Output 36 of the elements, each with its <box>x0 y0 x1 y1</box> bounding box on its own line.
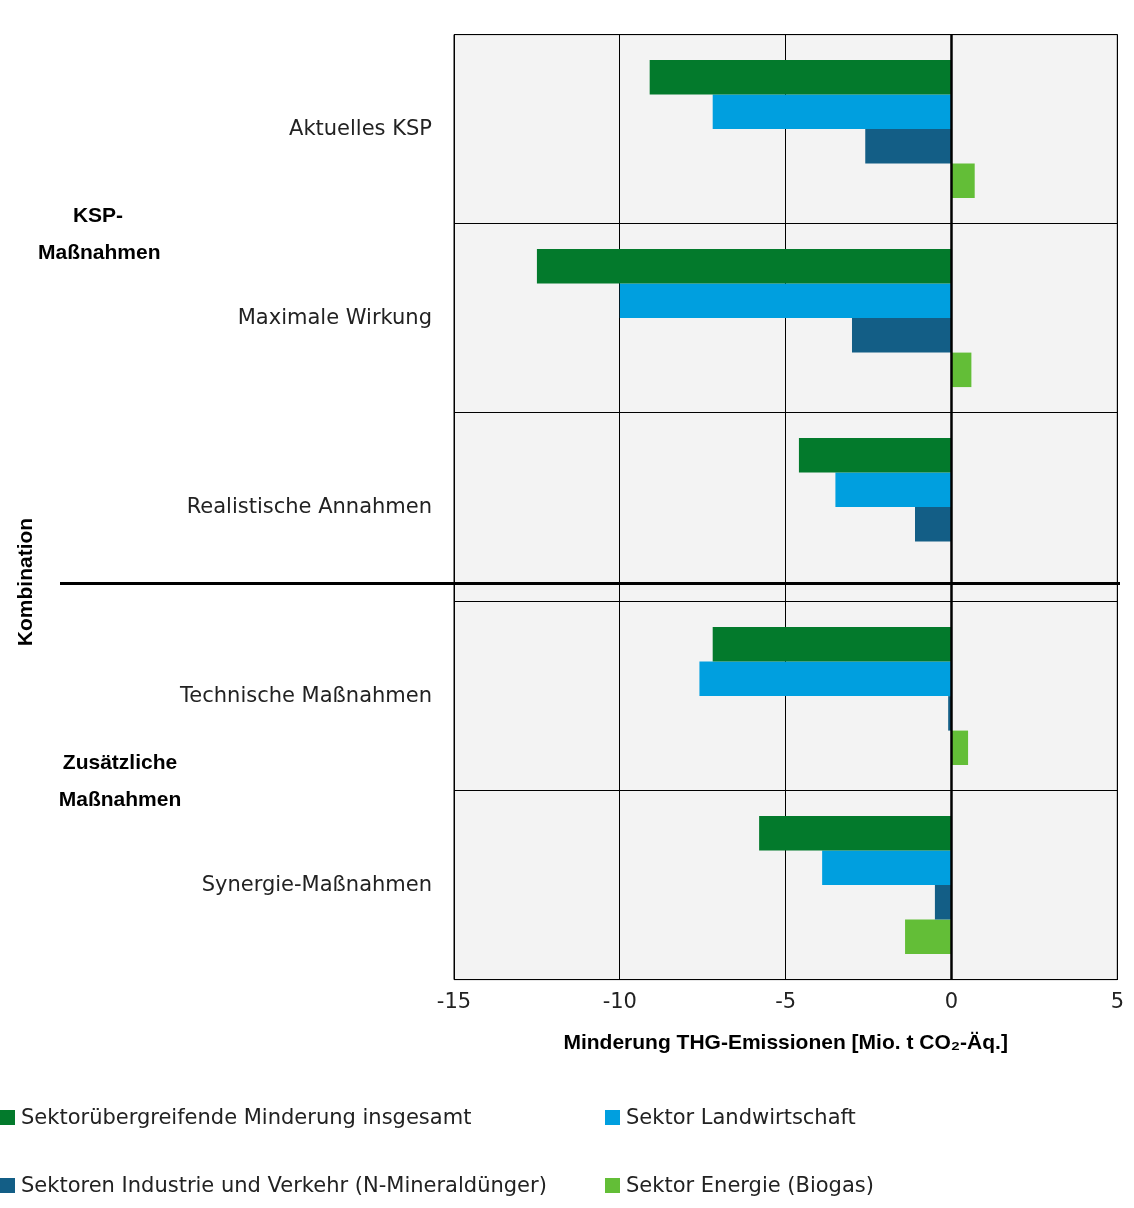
legend-label: Sektor Landwirtschaft <box>626 1105 856 1129</box>
x-tick-label: -5 <box>775 988 797 1013</box>
bar <box>798 438 951 473</box>
bar <box>649 60 951 95</box>
y-tick-label: Aktuelles KSP <box>289 115 432 140</box>
bar <box>951 352 972 388</box>
bar <box>851 318 951 353</box>
bar <box>712 94 951 130</box>
y-tick-label: Technische Maßnahmen <box>179 682 432 707</box>
bar <box>951 163 975 199</box>
x-axis-title: Minderung THG-Emissionen [Mio. t CO₂-Äq.] <box>563 1030 1008 1054</box>
bar <box>934 885 951 920</box>
text: Zusätzliche Maßnahmen <box>57 749 183 812</box>
x-tick-label: -10 <box>602 988 637 1013</box>
legend-label: Sektorübergreifende Minderung insgesamt <box>21 1105 472 1129</box>
bar <box>835 472 951 508</box>
bar <box>759 816 951 851</box>
y-tick-label: Realistische Annahmen <box>186 493 432 518</box>
x-tick-label: 5 <box>1110 988 1125 1013</box>
bar <box>699 661 951 697</box>
x-tick-label: 0 <box>944 988 959 1013</box>
bar <box>905 919 951 955</box>
x-tick-label: -15 <box>436 988 472 1013</box>
bar <box>712 627 951 662</box>
y-tick-label: Synergie-Maßnahmen <box>201 871 432 896</box>
bar <box>822 850 951 886</box>
bar <box>536 249 951 284</box>
text: Kombination <box>13 516 37 649</box>
legend-label: Sektoren Industrie und Verkehr (N-Mineraldünger) <box>21 1173 547 1197</box>
text: KSP-Maßnahmen <box>38 202 161 265</box>
bar <box>619 283 951 319</box>
y-tick-label: Maximale Wirkung <box>237 304 432 329</box>
legend-label: Sektor Energie (Biogas) <box>626 1173 874 1197</box>
bar <box>951 730 969 766</box>
bar <box>865 129 951 164</box>
bar <box>915 507 951 542</box>
